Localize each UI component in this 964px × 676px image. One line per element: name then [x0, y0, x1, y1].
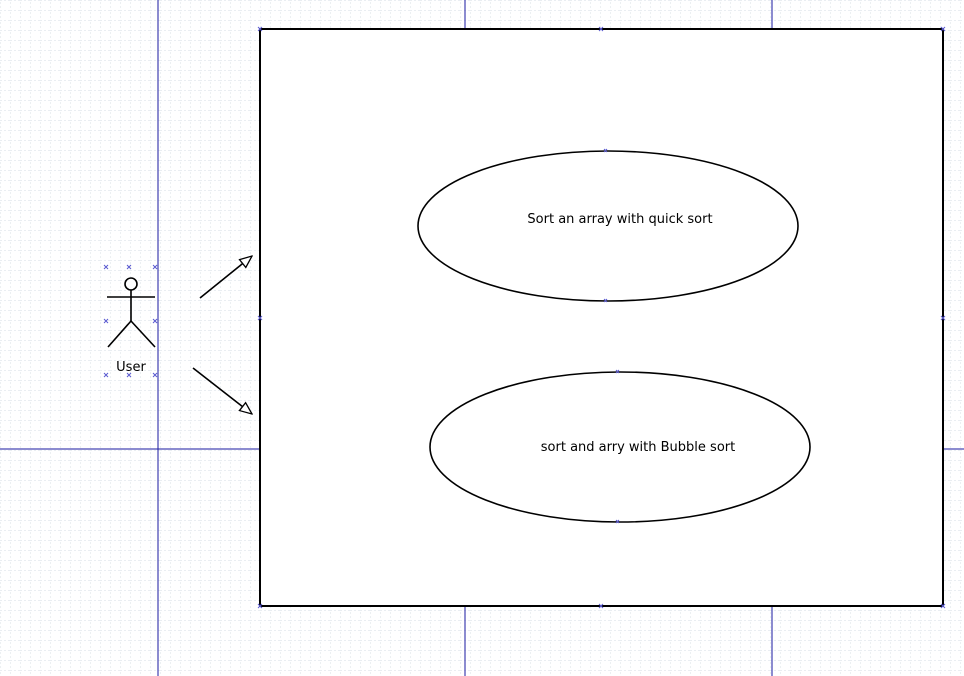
connection-points — [257, 26, 946, 609]
actor-user[interactable]: User — [103, 264, 158, 378]
use-case-label: Sort an array with quick sort — [527, 212, 712, 227]
use-case-ellipse[interactable] — [429, 371, 811, 523]
use-case-ellipse[interactable] — [417, 150, 799, 302]
association-arrow-quick-sort[interactable] — [199, 256, 252, 299]
use-case-bubble-sort[interactable]: sort and arry with Bubble sort — [429, 371, 811, 523]
association-arrow-bubble-sort[interactable] — [192, 367, 252, 414]
actor-label: User — [116, 360, 146, 375]
use-case-quick-sort[interactable]: Sort an array with quick sort — [417, 150, 799, 302]
use-case-label: sort and arry with Bubble sort — [541, 440, 735, 455]
stick-figure-icon — [107, 277, 156, 348]
selection-handles — [103, 264, 158, 378]
